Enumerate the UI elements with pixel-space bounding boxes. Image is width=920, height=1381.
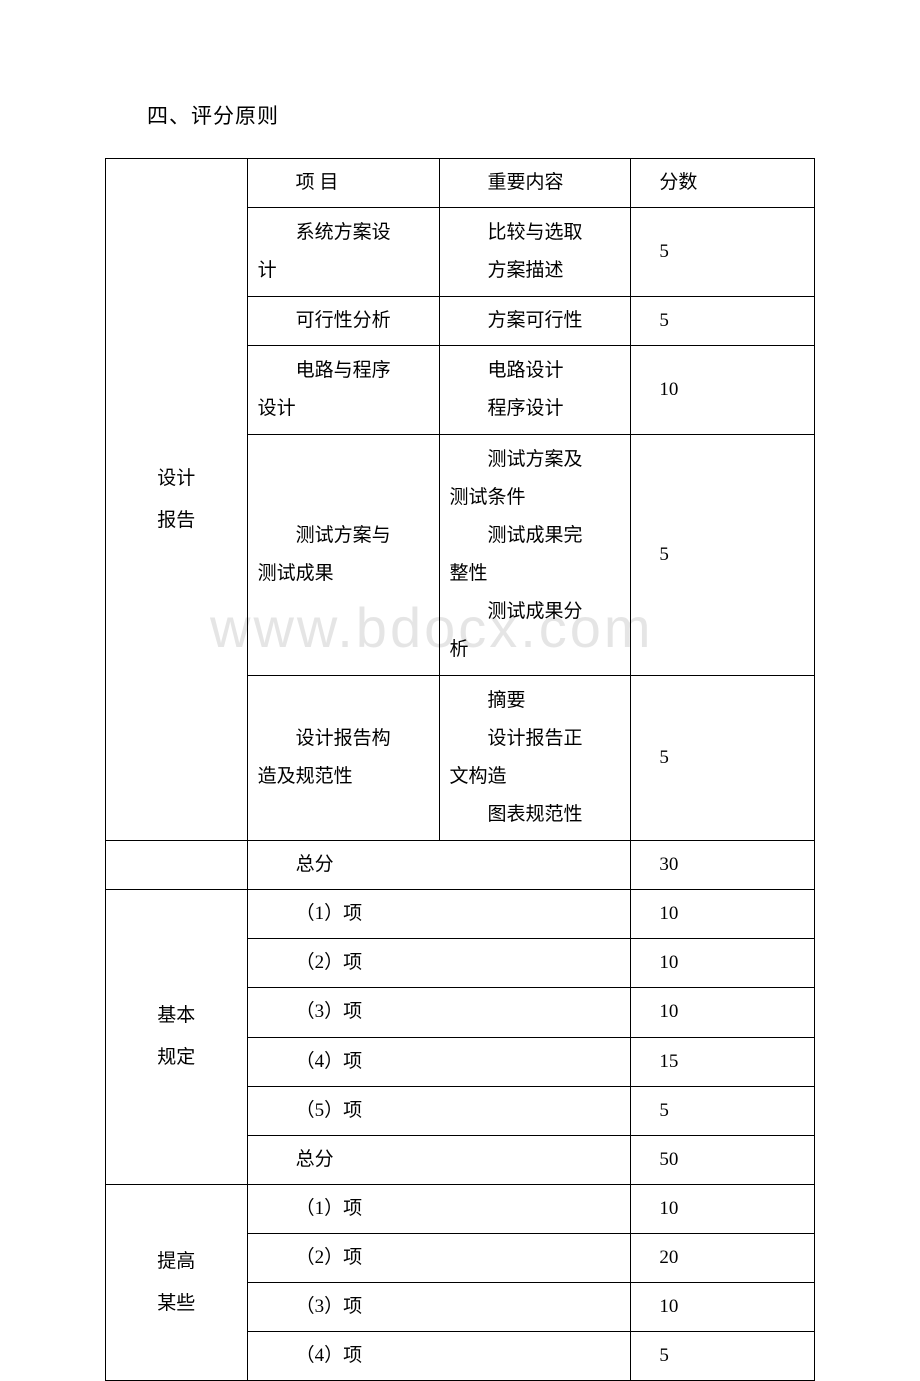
cell-text: 10	[659, 379, 678, 400]
header-content: 重要内容	[439, 159, 631, 208]
score-cell: 10	[631, 988, 815, 1037]
cell-text: （4）项	[258, 1338, 621, 1374]
category-label: 提高 某些	[157, 1251, 195, 1314]
cell-text: 10	[659, 952, 678, 973]
cell-text: （3）项	[258, 994, 621, 1030]
content-cell: 方案可行性	[439, 297, 631, 346]
cell-text: （1）项	[258, 896, 621, 932]
cell-text: 5	[659, 544, 669, 565]
item-cell: （1）项	[247, 1184, 631, 1233]
cell-text: 5	[659, 241, 669, 262]
score-cell: 15	[631, 1037, 815, 1086]
score-cell: 10	[631, 1283, 815, 1332]
item-cell: （5）项	[247, 1086, 631, 1135]
score-cell: 10	[631, 1184, 815, 1233]
cell-text: 10	[659, 903, 678, 924]
scoring-table: 设计 报告 项 目 重要内容 分数 系统方案设计 比较与选取 方案描述 5 可行…	[105, 158, 815, 1381]
cell-text: （2）项	[258, 945, 621, 981]
score-cell: 50	[631, 1135, 815, 1184]
cell-text: （5）项	[258, 1093, 621, 1129]
cell-text: 方案可行性	[450, 303, 621, 339]
header-item: 项 目	[247, 159, 439, 208]
cell-text: 5	[659, 1100, 669, 1121]
cell-text: 分数	[659, 172, 697, 193]
item-cell: 设计报告构造及规范性	[247, 676, 439, 841]
cell-text: 10	[659, 1198, 678, 1219]
cell-text: 可行性分析	[258, 303, 429, 339]
score-cell: 5	[631, 208, 815, 297]
cell-text: 5	[659, 310, 669, 331]
cell-text: （2）项	[258, 1240, 621, 1276]
cell-text: 20	[659, 1247, 678, 1268]
score-cell: 30	[631, 841, 815, 890]
cell-text: 10	[659, 1001, 678, 1022]
table-row: 设计 报告 项 目 重要内容 分数	[106, 159, 815, 208]
category-cell-empty	[106, 841, 248, 890]
item-cell: （3）项	[247, 988, 631, 1037]
cell-text: 总分	[258, 847, 621, 883]
item-cell: （4）项	[247, 1332, 631, 1381]
category-label: 基本 规定	[157, 1005, 195, 1068]
category-label: 设计 报告	[157, 468, 195, 531]
cell-text: （3）项	[258, 1289, 621, 1325]
category-cell: 基本 规定	[106, 890, 248, 1185]
cell-text: （4）项	[258, 1044, 621, 1080]
content-cell: 摘要 设计报告正文构造 图表规范性	[439, 676, 631, 841]
item-cell: （1）项	[247, 890, 631, 939]
item-cell: （3）项	[247, 1283, 631, 1332]
item-cell: 测试方案与测试成果	[247, 435, 439, 676]
item-cell: 总分	[247, 1135, 631, 1184]
score-cell: 10	[631, 939, 815, 988]
cell-text: 15	[659, 1051, 678, 1072]
content-cell: 电路设计 程序设计	[439, 346, 631, 435]
score-cell: 5	[631, 1086, 815, 1135]
section-title: 四、评分原则	[147, 100, 815, 130]
score-cell: 5	[631, 1332, 815, 1381]
score-cell: 10	[631, 890, 815, 939]
cell-text: 总分	[258, 1142, 621, 1178]
cell-text: 10	[659, 1296, 678, 1317]
cell-text: 30	[659, 854, 678, 875]
cell-text: 5	[659, 1345, 669, 1366]
score-cell: 5	[631, 297, 815, 346]
item-cell: （4）项	[247, 1037, 631, 1086]
score-cell: 20	[631, 1233, 815, 1282]
item-cell: 系统方案设计	[247, 208, 439, 297]
table-row: 提高 某些 （1）项 10	[106, 1184, 815, 1233]
category-cell: 提高 某些	[106, 1184, 248, 1380]
content-cell: 比较与选取 方案描述	[439, 208, 631, 297]
item-cell: 电路与程序设计	[247, 346, 439, 435]
item-cell: （2）项	[247, 939, 631, 988]
score-cell: 5	[631, 676, 815, 841]
item-cell: （2）项	[247, 1233, 631, 1282]
item-cell: 总分	[247, 841, 631, 890]
table-row: 总分 30	[106, 841, 815, 890]
header-score: 分数	[631, 159, 815, 208]
cell-text: 项 目	[258, 165, 429, 201]
category-cell: 设计 报告	[106, 159, 248, 841]
score-cell: 10	[631, 346, 815, 435]
item-cell: 可行性分析	[247, 297, 439, 346]
cell-text: 50	[659, 1149, 678, 1170]
cell-text: （1）项	[258, 1191, 621, 1227]
content-cell: 测试方案及测试条件 测试成果完整性 测试成果分析	[439, 435, 631, 676]
table-row: 基本 规定 （1）项 10	[106, 890, 815, 939]
cell-text: 5	[659, 747, 669, 768]
cell-text: 重要内容	[450, 165, 621, 201]
score-cell: 5	[631, 435, 815, 676]
